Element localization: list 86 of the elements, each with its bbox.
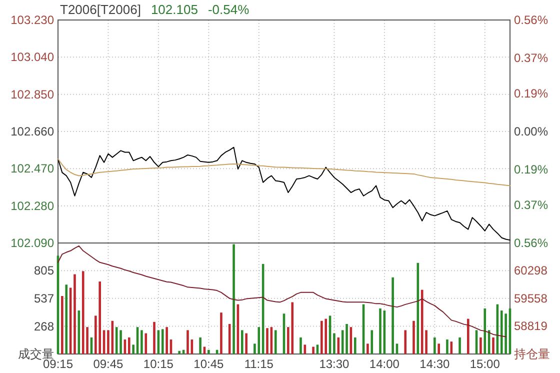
bar bbox=[291, 302, 294, 354]
x-tick-label: 14:00 bbox=[369, 357, 400, 371]
bar bbox=[420, 290, 424, 354]
bar bbox=[434, 337, 436, 354]
bar bbox=[492, 337, 494, 354]
y2-tick-label: 59558 bbox=[514, 292, 548, 306]
bar bbox=[333, 333, 336, 354]
bar bbox=[258, 327, 260, 354]
x-tick-label: 10:15 bbox=[143, 357, 174, 371]
x-tick-label: 14:30 bbox=[420, 357, 450, 371]
bar bbox=[458, 337, 461, 354]
bar bbox=[61, 296, 64, 354]
y-tick-label: 102.850 bbox=[10, 87, 54, 102]
bar bbox=[144, 333, 148, 354]
y2-tick-label: 0.19% bbox=[514, 86, 548, 101]
bar bbox=[120, 330, 122, 354]
bar bbox=[320, 320, 323, 354]
y2-tick-label: 0.37% bbox=[514, 198, 548, 212]
y2-tick-label: 0.19% bbox=[514, 162, 548, 176]
bar bbox=[98, 282, 101, 354]
y-tick-label: 102.660 bbox=[10, 124, 54, 138]
y2-tick-label: 58819 bbox=[514, 319, 548, 334]
x-tick-label: 13:30 bbox=[319, 357, 350, 371]
bar bbox=[132, 344, 134, 354]
y-tick-label: 102.280 bbox=[10, 198, 54, 213]
y-tick-label: 103.040 bbox=[10, 50, 54, 64]
line-series bbox=[58, 158, 510, 186]
bar bbox=[480, 337, 482, 354]
bar bbox=[266, 328, 268, 354]
bar bbox=[379, 308, 382, 354]
y-tick-label: 805 bbox=[34, 264, 54, 278]
y2-tick-label: 0.00% bbox=[514, 124, 548, 138]
bar bbox=[392, 277, 394, 354]
y2-tick-label: 0.37% bbox=[514, 50, 548, 65]
text: -0.54% bbox=[208, 2, 250, 17]
bar bbox=[500, 310, 503, 354]
bar bbox=[241, 330, 244, 354]
bar bbox=[245, 333, 248, 354]
bar bbox=[274, 330, 277, 354]
y2-tick-label: 0.56% bbox=[514, 236, 548, 250]
bar bbox=[346, 324, 348, 354]
bar bbox=[140, 330, 143, 354]
bar bbox=[82, 271, 84, 354]
bar bbox=[484, 308, 486, 354]
y-tick-label: 102.470 bbox=[10, 162, 54, 176]
y2-tick-label: 0.56% bbox=[514, 13, 548, 27]
bar bbox=[107, 330, 110, 354]
y-tick-label: 102.090 bbox=[10, 236, 54, 250]
text: 102.105 bbox=[150, 2, 198, 17]
bar bbox=[438, 344, 440, 354]
x-tick-label: 11:15 bbox=[244, 357, 274, 371]
bar bbox=[166, 327, 168, 354]
line-series bbox=[58, 146, 510, 241]
bar bbox=[128, 337, 130, 354]
y2-tick-label: 60298 bbox=[514, 264, 548, 278]
bar bbox=[161, 329, 164, 354]
x-tick-label: 09:45 bbox=[93, 357, 124, 371]
bar bbox=[300, 337, 302, 354]
x-tick-label: 10:45 bbox=[194, 357, 224, 371]
bar bbox=[446, 340, 448, 354]
y-tick-label: 268 bbox=[34, 319, 54, 334]
bar bbox=[199, 337, 202, 354]
bar bbox=[354, 337, 356, 354]
bar bbox=[153, 322, 156, 354]
bar bbox=[504, 314, 507, 354]
bar bbox=[208, 350, 210, 354]
bar bbox=[186, 330, 189, 354]
y-tick-label: 537 bbox=[34, 291, 54, 306]
y-tick-label: 103.230 bbox=[10, 13, 54, 27]
chart-title: T2006[T2006] bbox=[60, 2, 141, 17]
y-tick-label: 成交量 bbox=[18, 347, 54, 361]
bar bbox=[65, 284, 68, 354]
bar bbox=[232, 244, 235, 354]
bar bbox=[467, 318, 470, 354]
bar bbox=[370, 330, 374, 354]
bar bbox=[74, 274, 76, 354]
bar bbox=[178, 350, 181, 354]
bar bbox=[220, 312, 222, 354]
bar bbox=[404, 330, 407, 354]
x-tick-label: 15:00 bbox=[470, 357, 500, 371]
bar bbox=[312, 346, 314, 354]
y2-tick-label: 持仓量 bbox=[514, 347, 550, 361]
line-series bbox=[58, 245, 506, 338]
bar bbox=[366, 344, 369, 354]
bar bbox=[324, 318, 327, 354]
bar bbox=[412, 320, 415, 354]
